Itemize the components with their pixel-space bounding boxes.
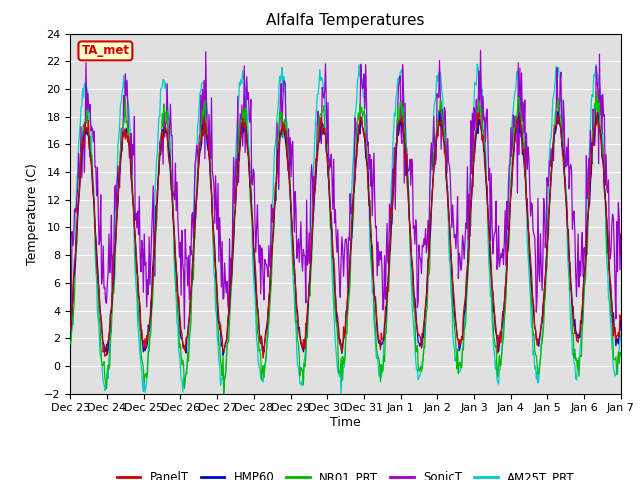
Text: TA_met: TA_met [81, 44, 129, 58]
Y-axis label: Temperature (C): Temperature (C) [26, 163, 38, 264]
X-axis label: Time: Time [330, 416, 361, 429]
Title: Alfalfa Temperatures: Alfalfa Temperatures [266, 13, 425, 28]
Legend: PanelT, HMP60, NR01_PRT, SonicT, AM25T_PRT: PanelT, HMP60, NR01_PRT, SonicT, AM25T_P… [112, 466, 579, 480]
